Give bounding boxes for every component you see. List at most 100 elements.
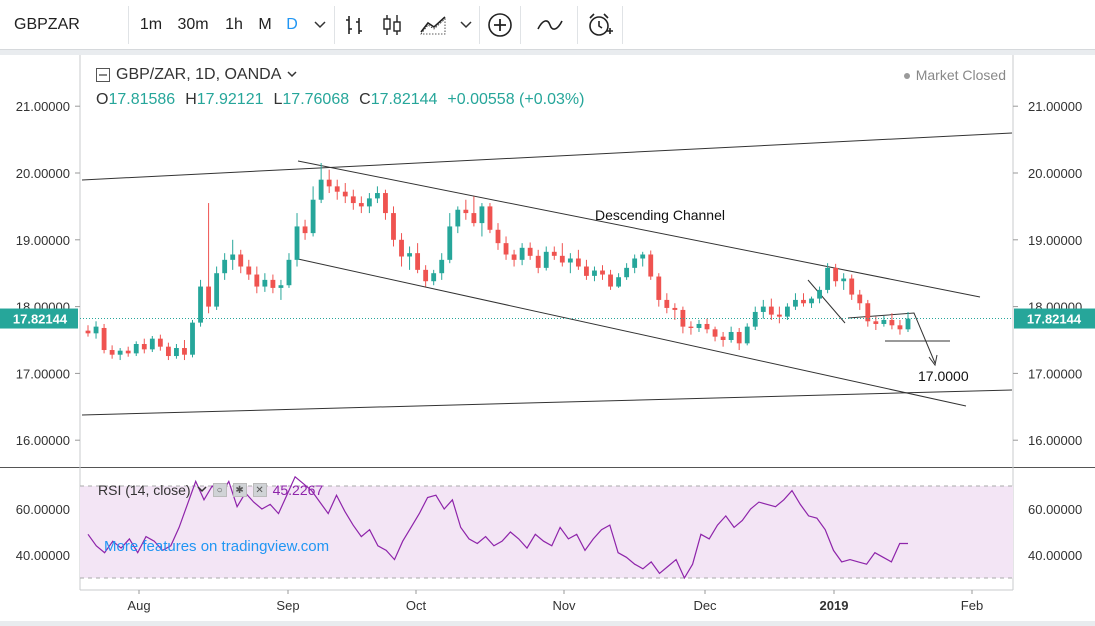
candle-body[interactable] (270, 279, 276, 288)
candle-body[interactable] (141, 344, 147, 350)
candle-body[interactable] (632, 258, 638, 268)
candle-body[interactable] (262, 279, 268, 287)
candle-body[interactable] (608, 274, 613, 287)
candle-body[interactable] (101, 327, 107, 351)
candle-body[interactable] (230, 254, 236, 260)
candle-body[interactable] (439, 259, 445, 274)
candle-body[interactable] (728, 331, 734, 340)
candle-body[interactable] (640, 254, 646, 259)
chevron-down-icon[interactable] (287, 71, 297, 79)
candle-body[interactable] (198, 286, 203, 323)
candle-body[interactable] (768, 306, 774, 315)
candle-body[interactable] (334, 186, 340, 192)
candle-body[interactable] (358, 203, 364, 207)
candle-body[interactable] (503, 243, 509, 255)
close-icon[interactable]: ✕ (252, 483, 267, 497)
candle-body[interactable] (680, 309, 686, 327)
candle-body[interactable] (712, 329, 718, 337)
interval-1h[interactable]: 1h (225, 16, 243, 33)
interval-1m[interactable]: 1m (139, 16, 163, 33)
candle-body[interactable] (672, 307, 678, 310)
candle-body[interactable] (801, 299, 806, 304)
candle-body[interactable] (873, 321, 879, 324)
candle-body[interactable] (342, 191, 348, 197)
candle-body[interactable] (182, 348, 187, 355)
candle-body[interactable] (431, 273, 437, 282)
rsi-label[interactable]: RSI (14, close) (98, 482, 191, 498)
promo-link[interactable]: More features on tradingview.com (104, 538, 330, 555)
candle-body[interactable] (463, 209, 469, 214)
candle-body[interactable] (511, 254, 517, 260)
area-style-button[interactable] (413, 0, 453, 50)
candle-body[interactable] (785, 306, 790, 317)
candle-body[interactable] (471, 213, 477, 224)
candle-body[interactable] (455, 209, 461, 227)
candle-body[interactable] (551, 251, 557, 256)
candle-body[interactable] (366, 198, 372, 207)
candle-body[interactable] (865, 303, 871, 322)
chart-style-dropdown[interactable] (455, 0, 477, 50)
candle-body[interactable] (889, 319, 895, 326)
candle-body[interactable] (849, 278, 855, 295)
candle-body[interactable] (559, 255, 565, 263)
candle-body[interactable] (688, 326, 694, 328)
candle-body[interactable] (833, 267, 839, 282)
legend-title[interactable]: GBP/ZAR, 1D, OANDA (116, 66, 282, 83)
candle-body[interactable] (776, 314, 782, 317)
candle-body[interactable] (423, 269, 429, 282)
settings-circle-icon[interactable]: ○ (212, 483, 227, 497)
candle-body[interactable] (326, 179, 332, 187)
candle-body[interactable] (383, 193, 388, 214)
candle-body[interactable] (664, 299, 670, 308)
candle-body[interactable] (318, 179, 324, 200)
chevron-down-icon[interactable] (197, 486, 207, 494)
candle-body[interactable] (246, 266, 252, 275)
candle-body[interactable] (616, 277, 621, 287)
candle-body[interactable] (109, 350, 115, 355)
candle-body[interactable] (567, 258, 573, 263)
indicators-button[interactable] (526, 0, 574, 50)
candle-body[interactable] (575, 258, 581, 267)
candle-body[interactable] (584, 266, 589, 276)
interval-dropdown[interactable] (308, 0, 332, 50)
candle-body[interactable] (294, 226, 300, 260)
candle-body[interactable] (841, 278, 847, 282)
candle-body[interactable] (125, 350, 131, 354)
candle-body[interactable] (238, 254, 244, 267)
candle-body[interactable] (149, 338, 155, 350)
candle-body[interactable] (495, 229, 501, 244)
candle-body[interactable] (174, 348, 179, 357)
candle-body[interactable] (535, 255, 541, 268)
candle-body[interactable] (117, 350, 123, 355)
candle-body[interactable] (752, 311, 758, 327)
candle-body[interactable] (214, 273, 220, 307)
candle-body[interactable] (375, 193, 380, 199)
candle-body[interactable] (447, 226, 453, 260)
candle-body[interactable] (905, 318, 911, 330)
alert-button[interactable] (580, 0, 620, 50)
candles-style-button[interactable] (375, 0, 409, 50)
candle-body[interactable] (656, 276, 662, 300)
compare-symbol-button[interactable] (482, 0, 518, 50)
candle-body[interactable] (881, 319, 887, 324)
candle-body[interactable] (222, 259, 228, 274)
candle-body[interactable] (744, 326, 750, 344)
candle-body[interactable] (310, 199, 316, 234)
candle-body[interactable] (93, 326, 99, 334)
candle-body[interactable] (704, 323, 710, 330)
interval-month[interactable]: M (258, 16, 272, 33)
candle-body[interactable] (157, 338, 163, 347)
chart-area[interactable]: 21.00000 21.00000 20.00000 20.00000 19.00000… (0, 50, 1095, 621)
candle-body[interactable] (415, 253, 421, 270)
candle-body[interactable] (857, 294, 863, 304)
candle-body[interactable] (648, 254, 654, 277)
candle-body[interactable] (760, 306, 766, 312)
candle-body[interactable] (543, 251, 549, 268)
candle-body[interactable] (391, 213, 396, 240)
candle-body[interactable] (825, 267, 831, 290)
interval-day[interactable]: D (286, 16, 298, 33)
candle-body[interactable] (696, 323, 702, 328)
candle-body[interactable] (479, 206, 485, 224)
candle-body[interactable] (85, 330, 91, 334)
price-chart[interactable]: 21.00000 21.00000 20.00000 20.00000 19.00000… (0, 50, 1095, 621)
